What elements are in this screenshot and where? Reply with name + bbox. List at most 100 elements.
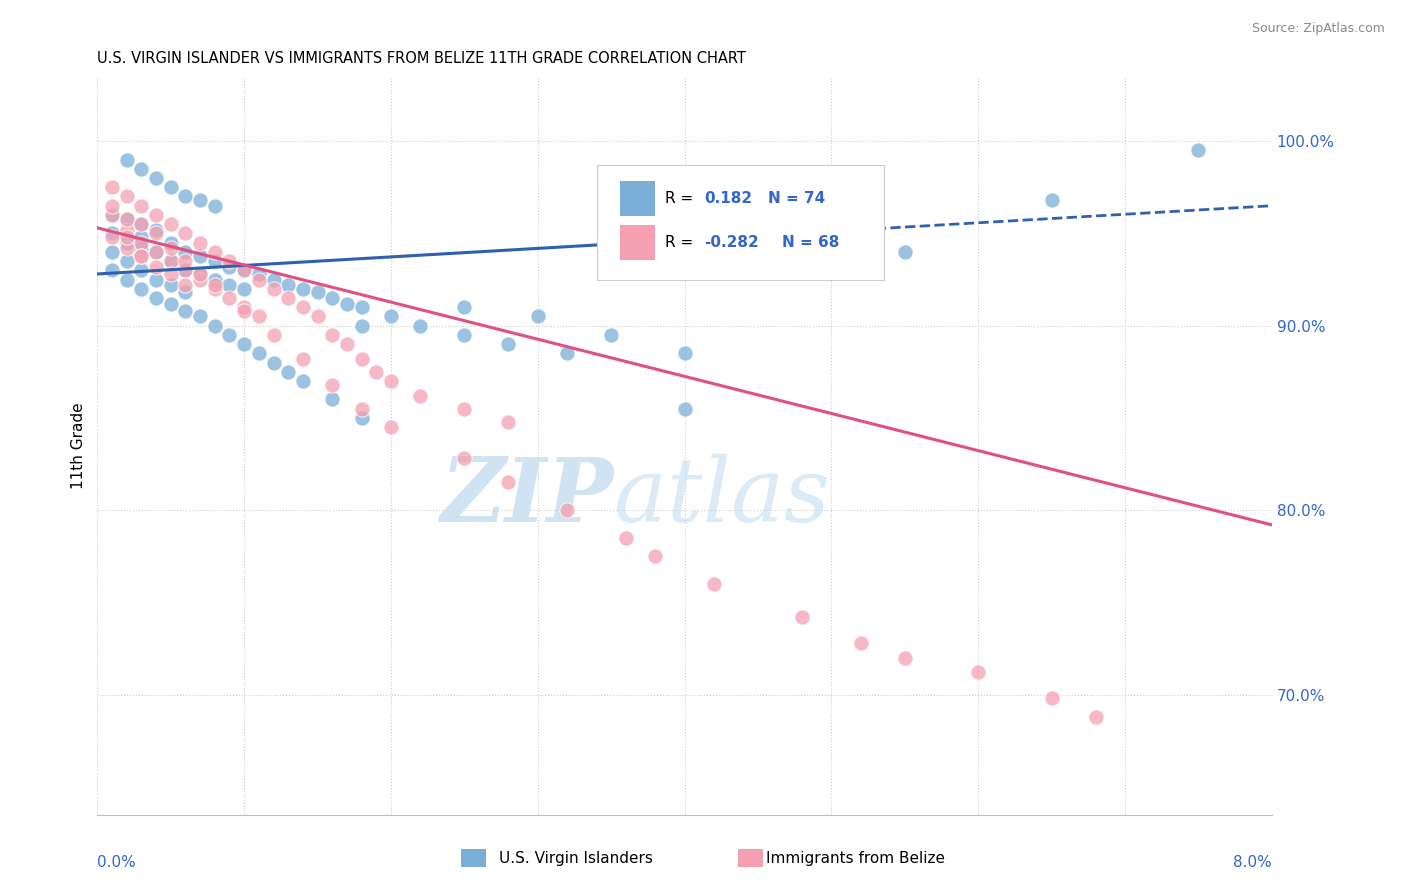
Point [307,310,329,324]
Point [233,337,256,351]
Point [159,278,181,293]
Point [894,650,917,665]
Point [498,415,520,429]
Bar [620,225,655,260]
Point [131,199,153,213]
Point [188,310,211,324]
Point [247,272,270,286]
Point [849,636,872,650]
Point [115,272,138,286]
Point [350,401,373,416]
Point [277,291,299,305]
Text: Immigrants from Belize: Immigrants from Belize [766,851,945,865]
Text: R =: R = [665,235,697,250]
Point [131,263,153,277]
Point [101,244,124,259]
Point [263,327,285,342]
Point [1040,691,1063,706]
Point [131,217,153,231]
Text: R =: R = [665,191,697,206]
Point [380,420,402,434]
Point [174,244,197,259]
Point [204,282,226,296]
Point [131,241,153,255]
Text: 0.182: 0.182 [704,191,752,206]
Text: atlas: atlas [614,454,830,541]
Point [188,248,211,262]
Point [673,346,696,360]
Point [188,272,211,286]
Text: ZIP: ZIP [440,454,614,541]
Point [159,254,181,268]
Point [115,254,138,268]
Bar [738,849,763,867]
Point [145,244,167,259]
Point [600,327,623,342]
Point [101,199,124,213]
Point [894,244,917,259]
Text: Source: ZipAtlas.com: Source: ZipAtlas.com [1251,22,1385,36]
Y-axis label: 11th Grade: 11th Grade [72,402,86,489]
Point [174,263,197,277]
Point [409,318,432,333]
Point [321,291,343,305]
Point [159,180,181,194]
Text: 8.0%: 8.0% [1233,855,1272,871]
Point [321,327,343,342]
Point [159,217,181,231]
Point [321,377,343,392]
Point [703,577,725,591]
Point [115,230,138,244]
Point [321,392,343,407]
Point [174,304,197,318]
Point [555,503,578,517]
Point [263,272,285,286]
Point [188,267,211,281]
Point [145,223,167,237]
Text: -0.282: -0.282 [704,235,759,250]
Point [115,211,138,226]
Point [291,282,314,296]
Point [204,278,226,293]
Point [247,310,270,324]
Point [733,199,755,213]
Point [673,401,696,416]
Point [233,263,256,277]
Bar [461,849,486,867]
Point [115,241,138,255]
Point [101,227,124,241]
Point [336,337,359,351]
Point [131,217,153,231]
Point [101,208,124,222]
Point [204,318,226,333]
Point [233,263,256,277]
Point [115,153,138,167]
Point [291,351,314,366]
Point [188,235,211,250]
Point [218,291,240,305]
Point [174,189,197,203]
Point [453,300,475,314]
Point [1084,710,1107,724]
Point [350,318,373,333]
Text: 0.0%: 0.0% [97,855,136,871]
Point [247,267,270,281]
Point [101,230,124,244]
Point [145,272,167,286]
Point [115,235,138,250]
Text: N = 74: N = 74 [768,191,825,206]
Point [644,549,666,564]
Point [204,254,226,268]
Point [174,227,197,241]
Point [350,300,373,314]
Point [174,278,197,293]
Point [247,346,270,360]
Point [101,263,124,277]
Point [145,227,167,241]
Point [145,260,167,274]
Point [453,401,475,416]
Point [263,282,285,296]
Point [453,451,475,466]
Point [366,365,388,379]
Point [277,278,299,293]
